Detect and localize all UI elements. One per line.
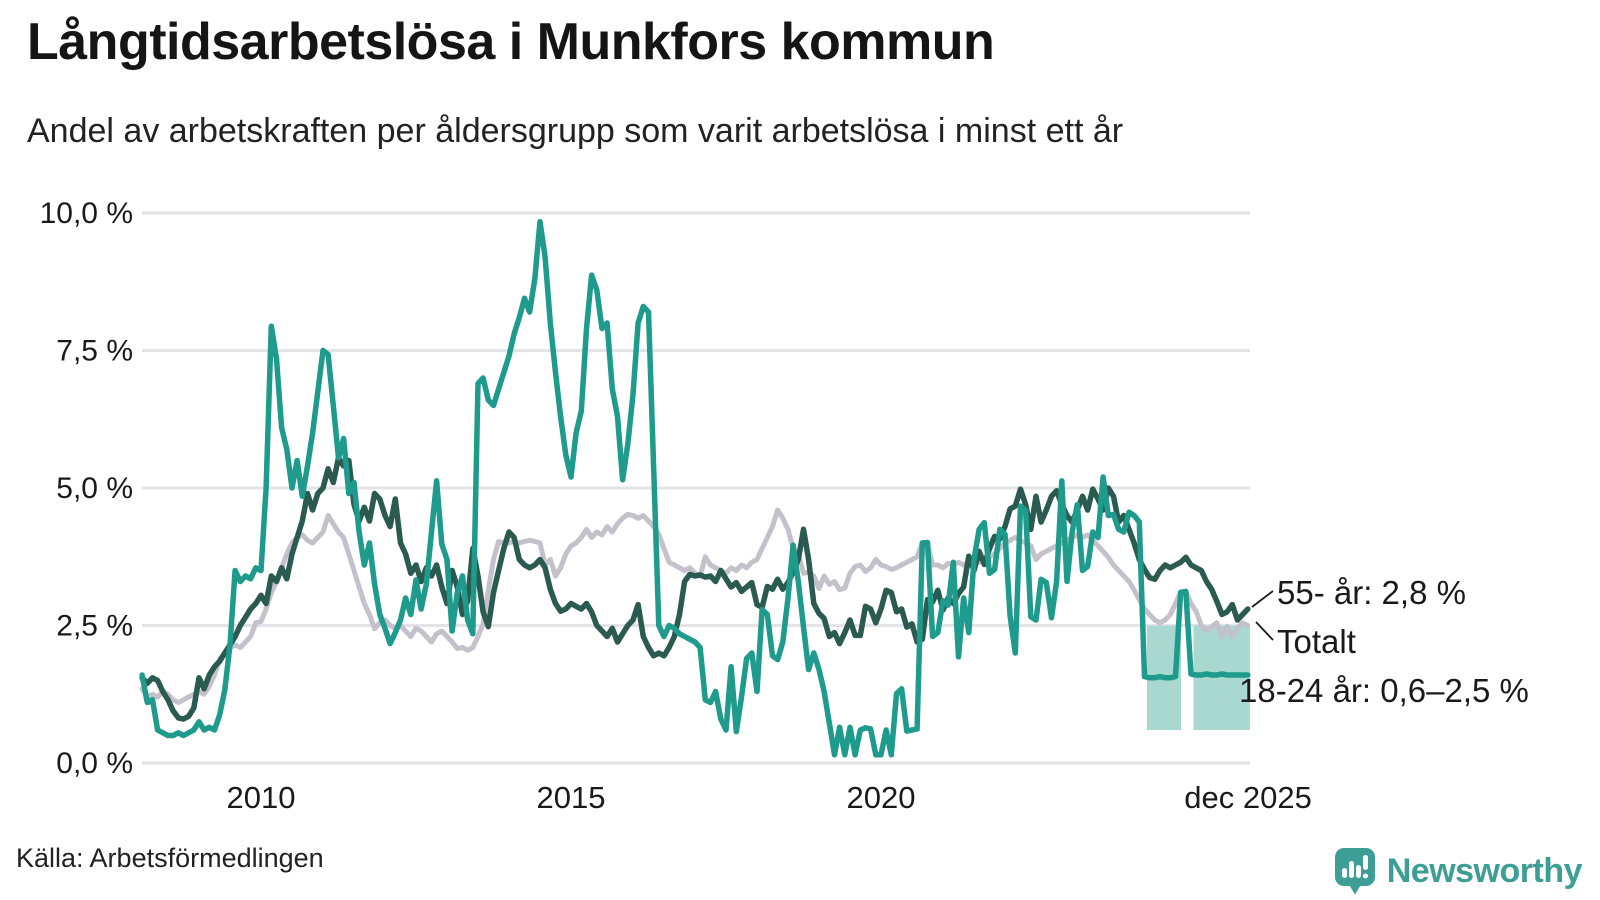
- y-tick-label: 7,5 %: [56, 335, 133, 368]
- annotation-connector: [1255, 621, 1274, 641]
- page-title: Långtidsarbetslösa i Munkfors kommun: [27, 13, 995, 71]
- series-line-55-r: [139, 455, 1251, 722]
- series-line-18-24-r: [139, 219, 1251, 758]
- x-tick-label: 2020: [847, 780, 916, 815]
- y-tick-label: 0,0 %: [56, 747, 133, 780]
- newsworthy-logo: Newsworthy: [1334, 848, 1583, 895]
- annotation-tot: Totalt: [1277, 623, 1356, 660]
- annotation-1824: 18-24 år: 0,6–2,5 %: [1239, 672, 1529, 709]
- page-subtitle: Andel av arbetskraften per åldersgrupp s…: [27, 112, 1124, 150]
- y-tick-label: 10,0 %: [40, 197, 133, 230]
- annotation-connector: [1251, 590, 1274, 608]
- source-note: Källa: Arbetsförmedlingen: [16, 843, 324, 873]
- y-tick-label: 2,5 %: [56, 610, 133, 643]
- newsworthy-wordmark: Newsworthy: [1386, 852, 1583, 890]
- x-tick-label: 2010: [227, 780, 296, 815]
- annotation-55: 55- år: 2,8 %: [1277, 574, 1466, 611]
- x-tick-label: 2015: [537, 780, 606, 815]
- y-tick-label: 5,0 %: [56, 472, 133, 505]
- newsworthy-speech-bubble-chart-icon: [1334, 848, 1375, 895]
- x-tick-label: dec 2025: [1184, 780, 1312, 815]
